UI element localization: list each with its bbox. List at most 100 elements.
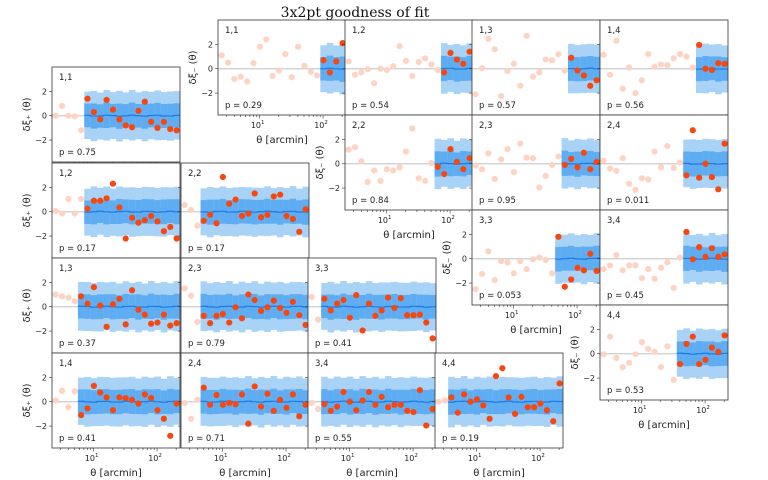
data-point-excluded (402, 57, 410, 64)
panel-bin-label: 1,3 (59, 264, 73, 274)
data-point-excluded (670, 376, 677, 384)
data-point-excluded (371, 80, 378, 87)
data-point (141, 311, 148, 318)
data-point (593, 267, 600, 274)
data-point (232, 196, 239, 203)
data-point-excluded (676, 51, 684, 58)
model-line (440, 67, 473, 70)
y-tick-label: 2 (590, 325, 595, 334)
y-tick-label: −2 (35, 327, 47, 336)
y-axis-label: δξ₋ (θ) (570, 335, 581, 369)
data-point (359, 397, 366, 404)
data-point (251, 383, 258, 390)
data-point-excluded (504, 259, 511, 266)
data-point-excluded (657, 264, 665, 271)
data-point (492, 373, 500, 380)
data-point-excluded (52, 112, 59, 119)
data-point (148, 118, 155, 125)
data-point-excluded (390, 63, 397, 70)
data-point-excluded (434, 66, 441, 74)
data-point (391, 304, 398, 312)
chart-title: 3x2pt goodness of fit (281, 5, 430, 21)
data-point (245, 291, 252, 298)
data-point-excluded (314, 72, 321, 79)
data-point-excluded (65, 404, 72, 411)
data-point (453, 56, 460, 63)
p-value-label: p = 0.19 (442, 434, 479, 444)
y-tick-label: 0 (590, 350, 595, 359)
data-point-excluded (606, 333, 614, 340)
data-point (365, 388, 373, 396)
data-point-excluded (256, 43, 263, 50)
x-tick-label: 102 (148, 453, 162, 463)
y-tick-label: 2 (335, 135, 340, 144)
y-axis-label: δξ₊ (θ) (22, 193, 33, 227)
data-point-excluded (510, 169, 517, 176)
y-tick-label: −2 (35, 232, 47, 241)
data-point-excluded (244, 78, 251, 85)
data-point (689, 127, 696, 134)
y-tick-label: −2 (455, 279, 467, 288)
x-tick-label: 102 (696, 405, 710, 415)
data-point (78, 412, 85, 419)
data-point (353, 292, 360, 299)
data-point-excluded (542, 256, 549, 264)
x-tick-label: 102 (314, 120, 328, 130)
data-point (270, 193, 277, 200)
data-point-excluded (498, 156, 505, 163)
data-point-excluded (670, 55, 677, 62)
data-point (207, 320, 214, 327)
y-axis-label: δξ₊ (θ) (22, 383, 33, 417)
y-tick-label: 2 (42, 183, 47, 192)
data-point-excluded (510, 270, 517, 277)
x-tick-exponent: 2 (158, 453, 162, 459)
panel-xi-minus-1-3: 1,3 p = 0.57 (469, 19, 601, 119)
data-point-excluded (645, 345, 652, 352)
data-point-excluded (613, 167, 620, 175)
y-tick-label: 0 (335, 160, 340, 169)
data-point-excluded (498, 93, 505, 100)
data-point-excluded (237, 73, 244, 80)
data-point (238, 315, 246, 322)
data-point-excluded (390, 167, 397, 174)
data-point (448, 394, 455, 401)
data-point (568, 54, 575, 61)
data-point (326, 69, 333, 76)
data-point-excluded (194, 222, 201, 229)
x-tick-exponent: 1 (351, 453, 355, 459)
data-point-excluded (632, 186, 639, 194)
data-point-excluded (345, 146, 352, 153)
data-point (505, 394, 512, 401)
x-tick-label: 102 (277, 453, 291, 463)
data-point-excluded (472, 91, 479, 98)
y-tick-label: 2 (42, 278, 47, 287)
data-point-excluded (415, 175, 422, 182)
data-point-excluded (676, 159, 684, 166)
y-tick-label: 2 (42, 373, 47, 382)
data-point (404, 312, 411, 319)
data-point (708, 344, 715, 351)
data-point-excluded (670, 164, 677, 172)
data-point (200, 384, 207, 391)
data-point (702, 253, 709, 260)
data-point (715, 60, 722, 67)
data-point (410, 408, 417, 416)
data-point (473, 396, 480, 403)
data-point (587, 250, 594, 257)
y-tick-label: 2 (42, 87, 47, 96)
model-line (434, 162, 473, 165)
data-point-excluded (314, 316, 322, 323)
data-point-excluded (536, 254, 543, 261)
panel-bin-label: 3,4 (607, 216, 621, 226)
data-point (167, 126, 174, 133)
data-point (289, 215, 296, 223)
x-tick-exponent: 2 (324, 120, 328, 126)
data-point (245, 210, 252, 217)
x-tick-base: 10 (531, 454, 541, 463)
panel-bin-label: 1,1 (225, 26, 239, 36)
data-point-excluded (523, 154, 530, 161)
data-point (116, 204, 123, 211)
